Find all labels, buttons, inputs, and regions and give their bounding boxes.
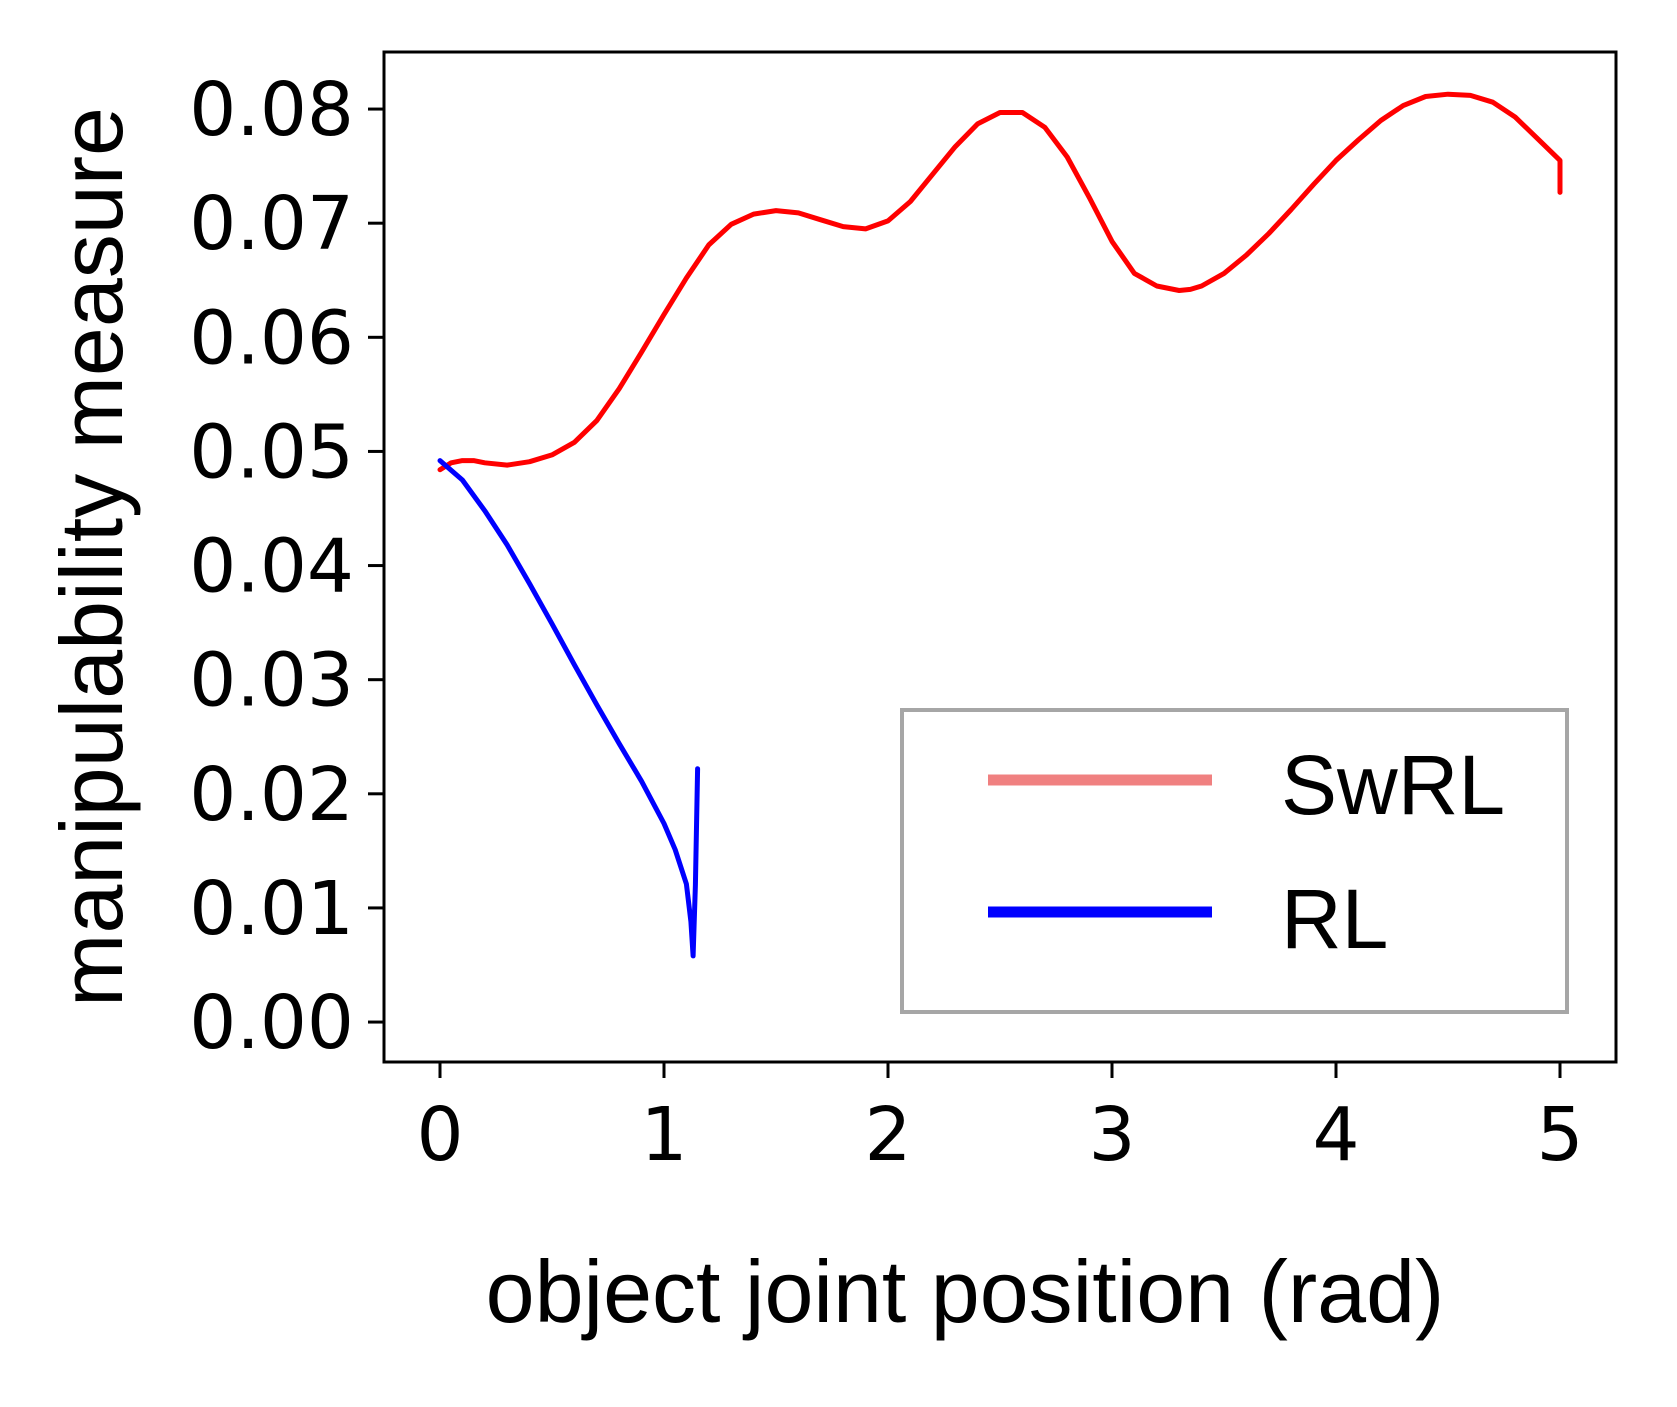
- x-tick-label: 4: [1312, 1092, 1359, 1178]
- y-ticks: 0.00 0.01 0.02 0.03 0.04 0.05 0.06 0.07 0.08: [189, 67, 384, 1066]
- y-tick-label: 0.00: [189, 980, 354, 1066]
- legend-box: [900, 708, 1569, 1014]
- y-tick-label: 0.04: [189, 524, 354, 610]
- y-tick-label: 0.05: [189, 409, 354, 495]
- y-tick-label: 0.03: [189, 638, 354, 724]
- legend: SwRL RL: [900, 708, 1569, 1014]
- series-line-swrl: [437, 91, 1563, 473]
- y-tick-label: 0.07: [189, 181, 354, 267]
- y-tick-label: 0.02: [189, 752, 354, 838]
- y-tick-label: 0.06: [189, 295, 354, 381]
- y-tick-label: 0.01: [189, 866, 354, 952]
- legend-label-swrl: SwRL: [1281, 738, 1505, 832]
- plot-frame: [382, 50, 1618, 1064]
- x-tick-label: 5: [1536, 1092, 1583, 1178]
- series-line-rl: [437, 458, 701, 959]
- y-tick-label: 0.08: [189, 67, 354, 153]
- x-tick-label: 2: [864, 1092, 911, 1178]
- legend-label-rl: RL: [1281, 872, 1388, 966]
- series-layer: [437, 91, 1563, 959]
- x-ticks: 0 1 2 3 4 5: [416, 1062, 1584, 1178]
- x-tick-label: 0: [416, 1092, 463, 1178]
- x-axis-label: object joint position (rad): [486, 1242, 1445, 1341]
- y-axis-label: manipulability measure: [42, 107, 141, 1007]
- x-tick-label: 3: [1088, 1092, 1135, 1178]
- x-tick-label: 1: [640, 1092, 687, 1178]
